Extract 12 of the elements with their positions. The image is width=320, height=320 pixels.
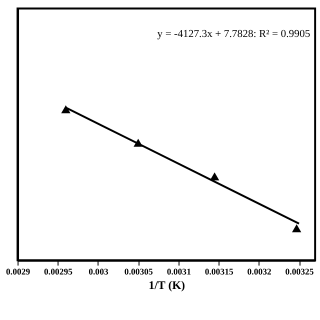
x-tick-label: 0.00315 [204, 266, 234, 276]
x-tick-label: 0.0032 [247, 266, 272, 276]
x-tick-label: 0.00295 [44, 266, 74, 276]
x-axis-title: 1/T (K) [148, 279, 186, 292]
x-tick-label: 0.003 [88, 266, 109, 276]
point [210, 172, 220, 180]
x-tick-label: 0.0031 [166, 266, 191, 276]
x-tick-label: 0.00305 [124, 266, 154, 276]
x-tick-label: 0.00325 [285, 266, 314, 276]
point [292, 224, 302, 232]
x-tick-label: 0.0029 [6, 266, 31, 276]
text: y = -4127.3x + 7.7828: R² = 0.9905 [157, 28, 310, 40]
